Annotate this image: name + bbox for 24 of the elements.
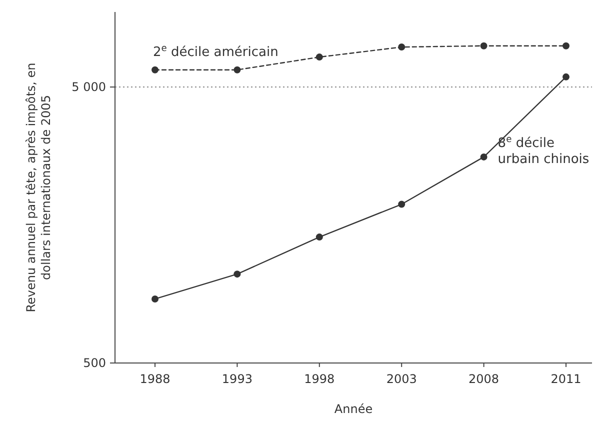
x-tick-label: 2011: [550, 372, 582, 386]
point: [234, 270, 241, 278]
x-tick-label: 2008: [468, 372, 500, 386]
x-tick-label: 1998: [304, 372, 335, 386]
series-label: 2$^{e}$ décile américain: [153, 44, 278, 60]
y-axis-title: Revenu annuel par tête, après impôts, en dollars internationaux de 2005: [24, 62, 53, 312]
point: [316, 54, 323, 61]
point: [480, 153, 488, 160]
series-label: 8$^{e}$ décile urbain chinois: [498, 134, 590, 167]
point: [316, 234, 323, 241]
x-tick-label: 1988: [140, 372, 170, 386]
point: [152, 295, 158, 302]
point: [562, 73, 570, 80]
point: [562, 42, 570, 50]
point: [152, 66, 158, 74]
x-tick-label: 1993: [222, 372, 252, 386]
x-axis-title: Année: [334, 402, 373, 416]
x-tick-label: 2003: [386, 372, 417, 386]
point: [480, 42, 488, 50]
y-tick-label: 500: [83, 356, 106, 370]
point: [398, 44, 406, 51]
point: [234, 66, 241, 74]
y-tick-label: 5 000: [72, 80, 106, 94]
point: [398, 200, 406, 208]
